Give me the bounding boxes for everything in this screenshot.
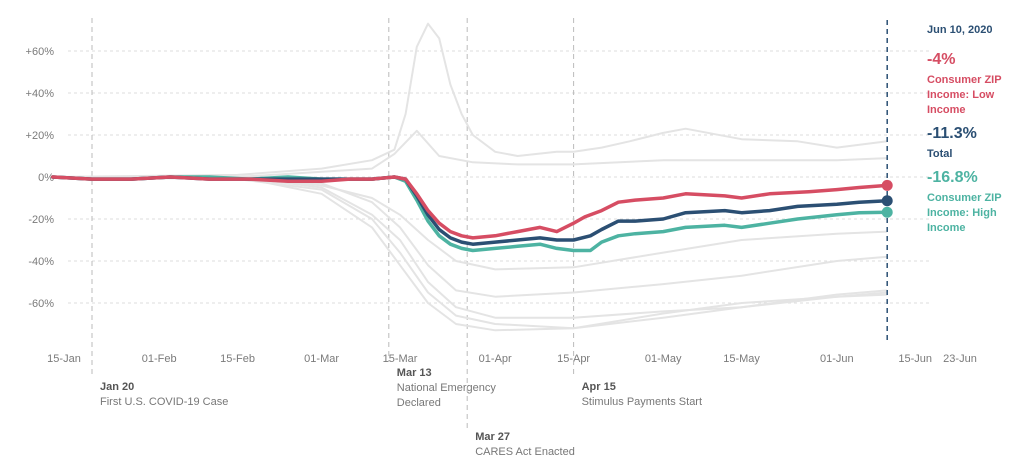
x-tick-label: 15-Apr bbox=[557, 353, 590, 365]
event-label: Declared bbox=[397, 397, 441, 409]
x-tick-label: 15-Mar bbox=[383, 353, 418, 365]
x-tick-label: 01-Jun bbox=[820, 353, 854, 365]
y-tick-label: +60% bbox=[26, 46, 55, 58]
sidebar-label: Income bbox=[927, 222, 966, 234]
x-tick-label: 01-Apr bbox=[479, 353, 512, 365]
x-tick-label: 15-May bbox=[723, 353, 760, 365]
sidebar-value: -4% bbox=[927, 51, 955, 68]
event-label: CARES Act Enacted bbox=[475, 446, 575, 458]
y-tick-label: -60% bbox=[28, 298, 54, 310]
sidebar-label: Consumer ZIP bbox=[927, 74, 1002, 86]
sidebar-label: Income: High bbox=[927, 207, 997, 219]
x-tick-label: 15-Jun bbox=[898, 353, 932, 365]
background-series-line bbox=[52, 176, 888, 330]
event-date: Mar 13 bbox=[397, 367, 432, 379]
event-date: Apr 15 bbox=[582, 381, 616, 393]
event-label: National Emergency bbox=[397, 382, 497, 394]
sidebar-label: Consumer ZIP bbox=[927, 192, 1002, 204]
x-tick-label: 15-Feb bbox=[220, 353, 255, 365]
event-date: Jan 20 bbox=[100, 381, 134, 393]
background-series-group bbox=[52, 22, 888, 332]
sidebar-value: -11.3% bbox=[927, 125, 977, 142]
sidebar-label: Income bbox=[927, 104, 966, 116]
background-series-line bbox=[52, 22, 888, 178]
x-tick-label: 01-Feb bbox=[142, 353, 177, 365]
y-tick-label: -20% bbox=[28, 214, 54, 226]
series-line bbox=[51, 175, 889, 246]
y-tick-label: -40% bbox=[28, 256, 54, 268]
event-label: First U.S. COVID-19 Case bbox=[100, 396, 228, 408]
event-label: Stimulus Payments Start bbox=[582, 396, 702, 408]
sidebar-date: Jun 10, 2020 bbox=[927, 24, 992, 36]
x-tick-label: 23-Jun bbox=[943, 353, 977, 365]
x-tick-label: 15-Jan bbox=[47, 353, 81, 365]
series-end-point bbox=[881, 179, 893, 191]
series-end-point bbox=[881, 206, 893, 218]
sidebar-value: -16.8% bbox=[927, 169, 978, 186]
background-series-line bbox=[52, 176, 888, 271]
background-series-line bbox=[52, 129, 888, 178]
x-tick-label: 01-May bbox=[645, 353, 682, 365]
x-tick-label: 01-Mar bbox=[304, 353, 339, 365]
y-tick-label: +40% bbox=[26, 88, 55, 100]
y-tick-label: +20% bbox=[26, 130, 55, 142]
series-line bbox=[51, 175, 889, 240]
background-series-line bbox=[52, 176, 888, 298]
series-end-point bbox=[881, 195, 893, 207]
background-series-line bbox=[52, 176, 888, 319]
y-tick-label: 0% bbox=[38, 172, 54, 184]
event-date: Mar 27 bbox=[475, 431, 510, 443]
background-series-line bbox=[52, 176, 888, 332]
sidebar-label: Income: Low bbox=[927, 89, 995, 101]
sidebar-label: Total bbox=[927, 148, 952, 160]
